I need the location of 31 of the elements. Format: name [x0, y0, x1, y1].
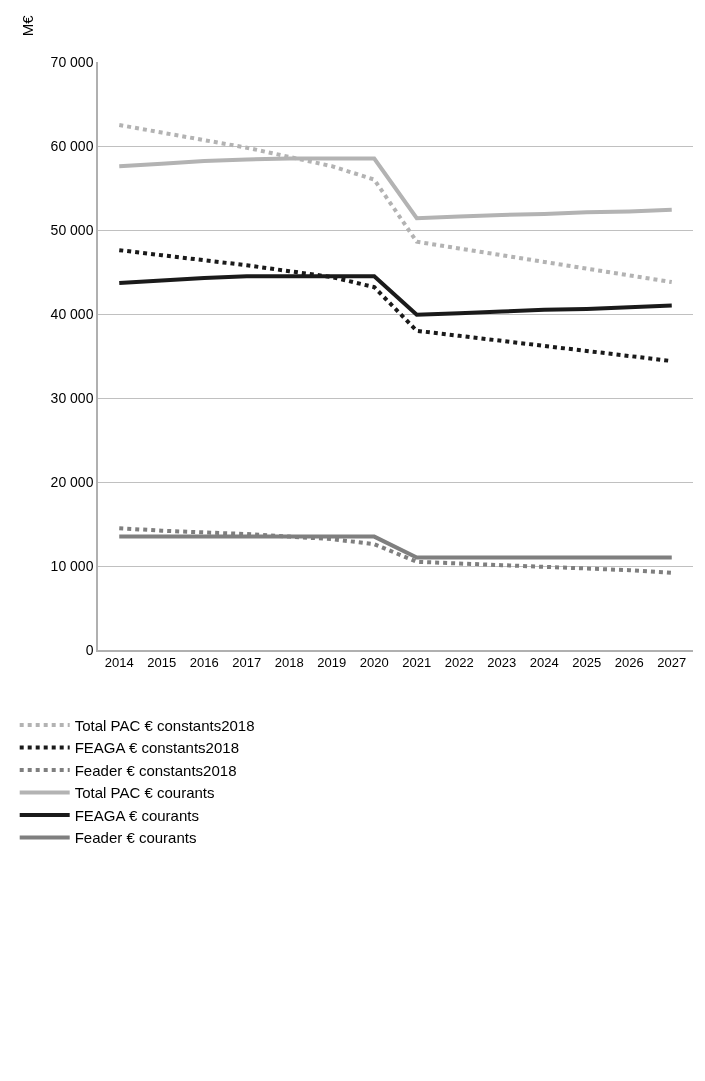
- y-tick-label: 40 000: [50, 305, 94, 322]
- x-tick-label: 2016: [189, 655, 219, 671]
- x-tick-label: 2025: [572, 655, 602, 671]
- legend-label: Total PAC € constants2018: [74, 716, 255, 734]
- x-tick-label: 2021: [402, 655, 432, 671]
- y-tick-label: 20 000: [50, 473, 94, 490]
- x-tick-label: 2015: [147, 655, 177, 671]
- x-tick-label: 2022: [444, 655, 474, 671]
- legend-label: Total PAC € courants: [74, 784, 215, 802]
- legend-label: Feader € courants: [74, 829, 197, 847]
- y-tick-label: 50 000: [50, 221, 94, 238]
- line-series: [117, 123, 674, 285]
- legend-label: FEAGA € courants: [74, 806, 199, 824]
- x-tick-label: 2027: [657, 655, 687, 671]
- x-tick-label: 2020: [359, 655, 389, 671]
- x-tick-label: 2023: [487, 655, 517, 671]
- x-tick-label: 2024: [529, 655, 559, 671]
- y-tick-label: 10 000: [50, 557, 94, 574]
- line-series: [117, 526, 674, 575]
- y-tick-label: 0: [85, 641, 94, 658]
- y-tick-label: 60 000: [50, 137, 94, 154]
- x-tick-label: 2017: [232, 655, 262, 671]
- legend-label: Feader € constants2018: [74, 761, 237, 779]
- legend-label: FEAGA € constants2018: [74, 739, 239, 757]
- x-tick-label: 2014: [104, 655, 134, 671]
- x-tick-label: 2026: [614, 655, 644, 671]
- x-tick-label: 2018: [274, 655, 304, 671]
- x-tick-label: 2019: [317, 655, 347, 671]
- y-tick-label: 70 000: [50, 53, 94, 70]
- y-tick-label: 30 000: [50, 389, 94, 406]
- y-axis-title: M€: [19, 14, 37, 37]
